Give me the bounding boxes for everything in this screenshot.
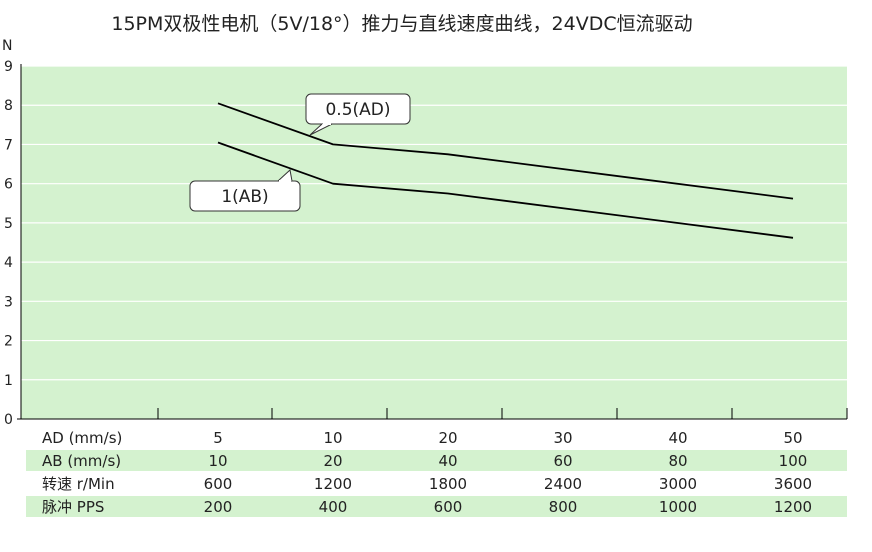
y-tick-label: 4 [4,255,13,271]
series-name-label: 0.5(AD) [325,100,390,120]
table-cell: 80 [668,452,687,470]
row-label: AD (mm/s) [42,429,122,447]
callout-box [305,93,411,125]
table-cell: 1000 [659,498,697,516]
row-label: 脉冲 PPS [42,498,104,516]
table-cell: 800 [549,498,578,516]
callout-box [189,180,301,212]
row-stripe [26,450,847,471]
table-cell: 30 [553,429,572,447]
y-tick-label: 5 [4,216,13,232]
row-stripe [26,496,847,517]
table-row: 转速 r/Min 600 1200 1800 2400 3000 3600 [42,475,812,493]
table-cell: 3600 [774,475,812,493]
series-line-1 [217,102,794,200]
callout-1: 0.5(AD) [305,93,411,136]
series-lines [217,102,794,239]
axes [17,64,848,420]
y-axis-ticks: 0 1 2 3 4 5 6 7 8 9 [4,59,13,428]
y-tick-label: 8 [4,98,13,114]
table-cell: 100 [779,452,808,470]
callout-pointer [277,169,293,182]
series-callouts: 0.5(AD) 1(AB) [189,93,411,212]
table-cell: 10 [323,429,342,447]
table-cell: 3000 [659,475,697,493]
chart-title: 15PM双极性电机（5V/18°）推力与直线速度曲线，24VDC恒流驱动 [111,13,692,35]
table-cell: 50 [783,429,802,447]
y-axis-unit-label: N [2,38,12,54]
table-cell: 5 [213,429,223,447]
table-cell: 40 [668,429,687,447]
table-cell: 600 [204,475,233,493]
plot-area [21,66,847,419]
table-cell: 10 [208,452,227,470]
table-cell: 40 [438,452,457,470]
row-label: AB (mm/s) [42,452,121,470]
y-tick-label: 3 [4,294,13,310]
callout-2: 1(AB) [189,169,301,212]
table-cell: 1200 [774,498,812,516]
table-cell: 20 [438,429,457,447]
table-cell: 20 [323,452,342,470]
y-tick-label: 9 [4,59,13,75]
callout-pointer [309,123,333,136]
table-cell: 200 [204,498,233,516]
table-cell: 1200 [314,475,352,493]
y-tick-label: 2 [4,334,13,350]
series-name-label: 1(AB) [221,187,268,207]
gridlines [21,65,847,381]
table-cell: 400 [319,498,348,516]
series-line-2 [217,141,794,239]
y-tick-label: 7 [4,137,13,153]
y-tick-label: 6 [4,177,13,193]
table-cell: 2400 [544,475,582,493]
table-row: 脉冲 PPS 200 400 600 800 1000 1200 [26,496,847,517]
table-cell: 60 [553,452,572,470]
table-cell: 1800 [429,475,467,493]
y-tick-label: 0 [4,412,13,428]
table-row: AB (mm/s) 10 20 40 60 80 100 [26,450,847,471]
table-row: AD (mm/s) 5 10 20 30 40 50 [42,429,803,447]
table-cell: 600 [434,498,463,516]
row-label: 转速 r/Min [42,475,115,493]
speed-table: AD (mm/s) 5 10 20 30 40 50 AB (mm/s) 10 20 40 60 80 1… [26,429,847,517]
y-tick-label: 1 [4,373,13,389]
